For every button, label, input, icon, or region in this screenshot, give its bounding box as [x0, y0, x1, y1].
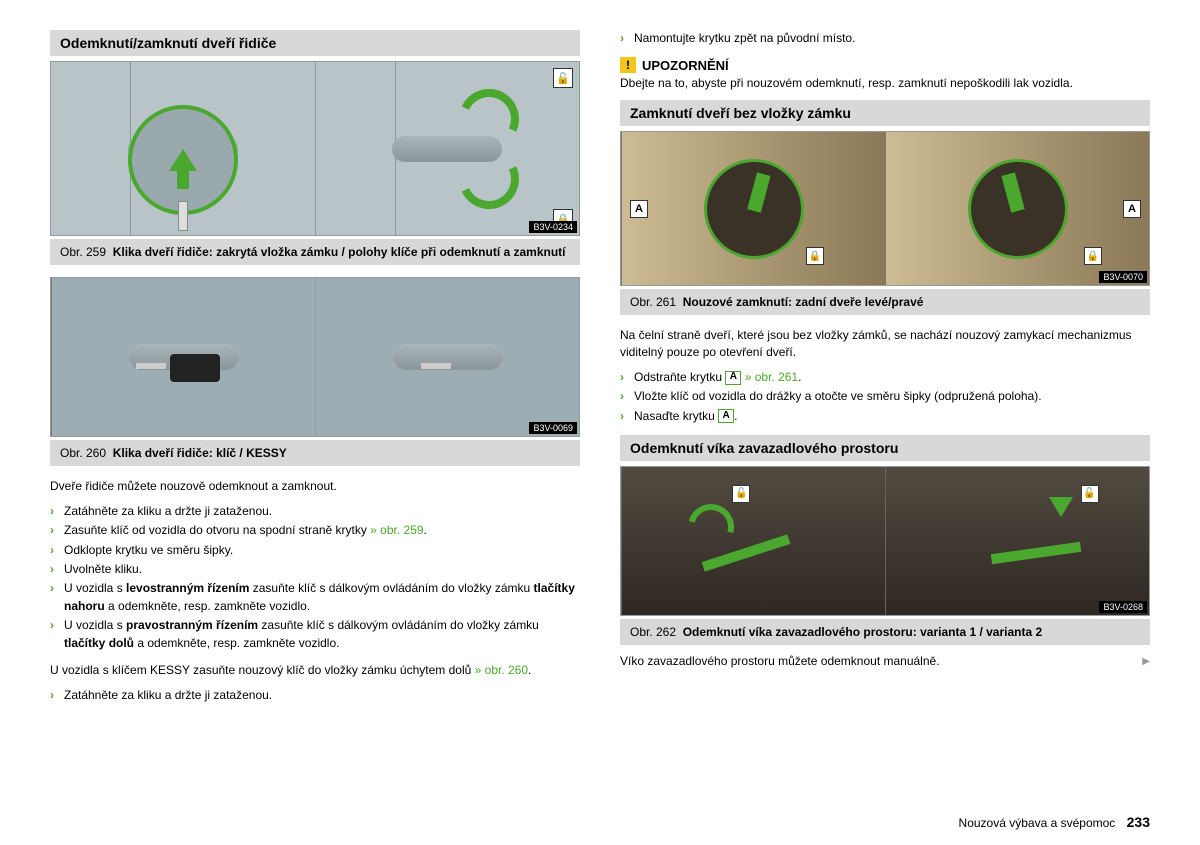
- figure-260: B3V-0069: [50, 277, 580, 437]
- figure-259: 🔓 🔒 B3V-0234: [50, 61, 580, 236]
- rotate-arrow-icon: [451, 140, 528, 217]
- list-item: Uvolněte kliku.: [50, 561, 580, 578]
- warning-text: Dbejte na to, abyste při nouzovém odemkn…: [620, 75, 1150, 92]
- warning-box: ! UPOZORNĚNÍ: [620, 57, 1150, 73]
- lock-cover-circle-icon: [128, 105, 238, 215]
- label-a-icon: A: [630, 200, 648, 218]
- section-title-door-no-cylinder: Zamknutí dveří bez vložky zámku: [620, 100, 1150, 126]
- list-item: Odstraňte krytku A » obr. 261.: [620, 369, 1150, 386]
- figure-262: 🔓 🔓 B3V-0268: [620, 466, 1150, 616]
- list-item: Odklopte krytku ve směru šipky.: [50, 542, 580, 559]
- lock-icon: 🔒: [806, 247, 824, 265]
- figure-259-caption: Obr. 259 Klika dveří řidiče: zakrytá vlo…: [50, 239, 580, 265]
- figure-id: B3V-0069: [529, 422, 577, 434]
- right-column: Namontujte krytku zpět na původní místo.…: [620, 30, 1150, 714]
- section-title-driver-door: Odemknutí/zamknutí dveří řidiče: [50, 30, 580, 56]
- figure-261-caption: Obr. 261 Nouzové zamknutí: zadní dveře l…: [620, 289, 1150, 315]
- continue-icon: ▶: [1142, 655, 1150, 669]
- figure-261: A 🔒 A 🔒 B3V-0070: [620, 131, 1150, 286]
- rotate-arrow-icon: [451, 80, 528, 157]
- warning-icon: !: [620, 57, 636, 73]
- unlock-icon: 🔓: [1081, 485, 1099, 503]
- list-item: Namontujte krytku zpět na původní místo.: [620, 30, 1150, 47]
- list-item: Vložte klíč od vozidla do drážky a otočt…: [620, 388, 1150, 405]
- figure-id: B3V-0070: [1099, 271, 1147, 283]
- lock-icon: 🔒: [1084, 247, 1102, 265]
- section-title-trunk-unlock: Odemknutí víka zavazadlového prostoru: [620, 435, 1150, 461]
- label-a-icon: A: [1123, 200, 1141, 218]
- instruction-list-top: Namontujte krytku zpět na původní místo.: [620, 30, 1150, 47]
- figure-id: B3V-0268: [1099, 601, 1147, 613]
- para-261: Na čelní straně dveří, které jsou bez vl…: [620, 327, 1150, 361]
- list-item: Zatáhněte za kliku a držte ji zataženou.: [50, 687, 580, 704]
- warning-title: UPOZORNĚNÍ: [642, 58, 729, 73]
- list-item: U vozidla s pravostranným řízením zasuňt…: [50, 617, 580, 652]
- list-item: U vozidla s levostranným řízením zasuňte…: [50, 580, 580, 615]
- page-number: 233: [1127, 814, 1150, 830]
- page-footer: Nouzová výbava a svépomoc 233: [959, 814, 1150, 830]
- key-icon: [991, 542, 1082, 564]
- figure-260-caption: Obr. 260 Klika dveří řidiče: klíč / KESS…: [50, 440, 580, 466]
- figure-id: B3V-0234: [529, 221, 577, 233]
- left-column: Odemknutí/zamknutí dveří řidiče 🔓 🔒: [50, 30, 580, 714]
- arrow-up-icon: [169, 149, 197, 171]
- list-item: Zasuňte klíč od vozidla do otvoru na spo…: [50, 522, 580, 539]
- instruction-list-2: Zatáhněte za kliku a držte ji zataženou.: [50, 687, 580, 704]
- unlock-icon: 🔓: [553, 68, 573, 88]
- unlock-icon: 🔓: [732, 485, 750, 503]
- label-a-inline-icon: A: [718, 409, 734, 423]
- instruction-list: Zatáhněte za kliku a držte ji zataženou.…: [50, 503, 580, 652]
- instruction-list-261: Odstraňte krytku A » obr. 261. Vložte kl…: [620, 369, 1150, 425]
- list-item: Zatáhněte za kliku a držte ji zataženou.: [50, 503, 580, 520]
- footer-section: Nouzová výbava a svépomoc: [959, 816, 1116, 830]
- figure-262-caption: Obr. 262 Odemknutí víka zavazadlového pr…: [620, 619, 1150, 645]
- label-a-inline-icon: A: [725, 371, 741, 385]
- arrow-down-icon: [1049, 497, 1073, 517]
- list-item: Nasaďte krytku A.: [620, 408, 1150, 425]
- rotate-arrow-icon: [679, 496, 742, 559]
- final-text: Víko zavazadlového prostoru můžete odemk…: [620, 653, 1150, 670]
- intro-text: Dveře řidiče můžete nouzově odemknout a …: [50, 478, 580, 495]
- kessy-text: U vozidla s klíčem KESSY zasuňte nouzový…: [50, 662, 580, 679]
